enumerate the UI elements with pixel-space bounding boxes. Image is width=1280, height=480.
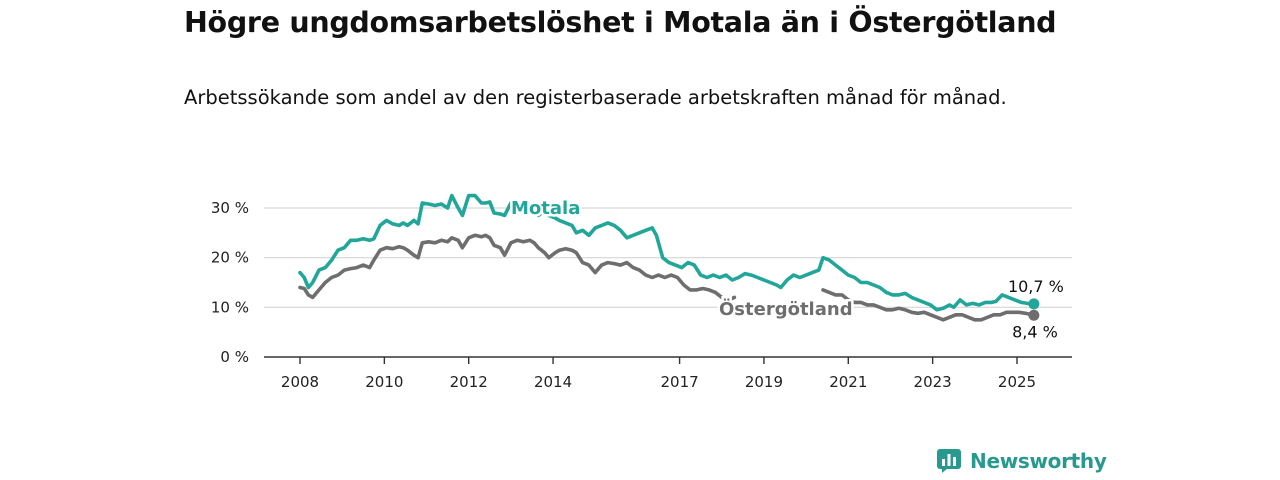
series-name-label: Motala [511, 198, 580, 219]
series-end-marker [1028, 298, 1040, 310]
series-labels: Motala Östergötland 10,7 % 8,4 % [509, 196, 1066, 344]
series-end-marker [1028, 309, 1040, 321]
y-axis: 0 % 10 % 20 % 30 % [211, 199, 249, 366]
y-tick-label: 0 % [220, 348, 249, 366]
x-tick-label: 2019 [745, 373, 783, 391]
x-tick-label: 2021 [829, 373, 867, 391]
x-tick-label: 2023 [914, 373, 952, 391]
x-axis: 2008 2010 2012 2014 2017 2019 2021 2023 2025 [264, 356, 1072, 391]
series-line [821, 288, 1036, 322]
y-tick-label: 10 % [211, 298, 249, 316]
x-tick-label: 2014 [534, 373, 572, 391]
series-line [298, 193, 1036, 312]
x-tick-label: 2008 [281, 373, 319, 391]
y-tick-label: 30 % [211, 199, 249, 217]
x-tick-label: 2010 [365, 373, 403, 391]
x-tick-label: 2012 [450, 373, 488, 391]
end-value-label: 8,4 % [1012, 322, 1058, 341]
line-chart: 2008 2010 2012 2014 2017 2019 2021 2023 2025 0 %… [211, 193, 1072, 391]
end-value-label: 10,7 % [1008, 277, 1064, 296]
brand-name: Newsworthy [970, 449, 1107, 473]
chart-title: Högre ungdomsarbetslöshet i Motala än i … [184, 6, 1057, 39]
brand-logo[interactable]: Newsworthy [936, 448, 1107, 474]
grid-lines [264, 207, 1072, 308]
y-tick-label: 20 % [211, 249, 249, 267]
x-tick-label: 2025 [998, 373, 1036, 391]
x-tick-label: 2017 [660, 373, 698, 391]
chart-subtitle: Arbetssökande som andel av den registerb… [184, 86, 1007, 109]
series-line [298, 233, 737, 302]
series-name-label: Östergötland [719, 298, 853, 320]
newsworthy-logo-icon [937, 449, 961, 473]
series-lines [298, 193, 1040, 322]
